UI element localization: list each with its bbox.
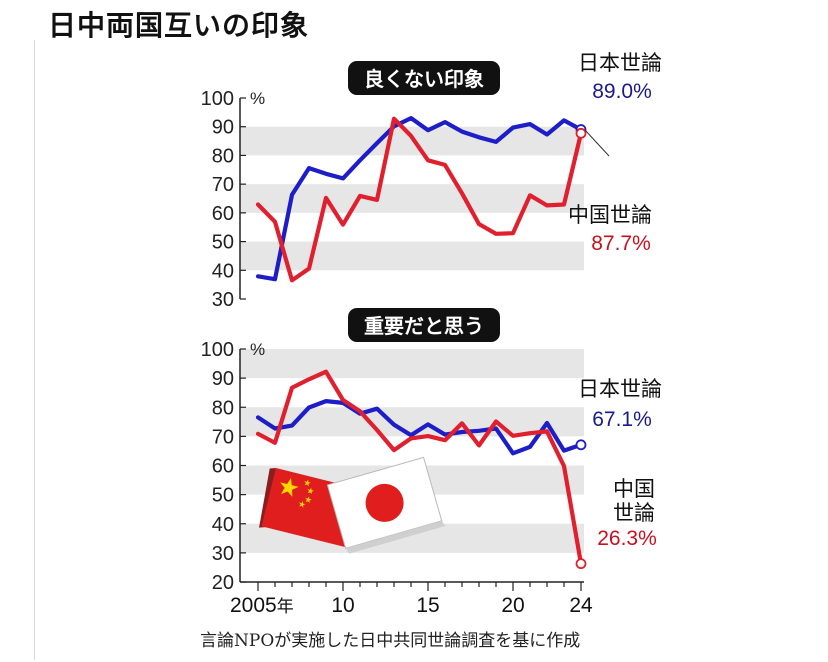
small-star-icon: [305, 496, 312, 503]
series-label-japan: 日本世論: [578, 51, 662, 75]
y-tick-label: 40: [212, 260, 234, 282]
x-tick-label: 20: [501, 594, 524, 617]
y-tick-label: 100: [201, 88, 234, 110]
endpoint-marker-china: [575, 558, 587, 570]
y-tick-label: 80: [212, 397, 234, 419]
small-star-icon: [304, 479, 311, 487]
x-tick-label: 10: [331, 594, 354, 617]
japan-flag-sun: [365, 483, 404, 522]
series-line-china: [255, 369, 584, 566]
y-tick-label: 60: [212, 203, 234, 225]
y-tick-label: 50: [212, 485, 234, 507]
series-value-japan: 67.1%: [592, 408, 652, 431]
y-tick-label: 70: [212, 426, 234, 448]
x-tick-label: 2005年: [230, 594, 294, 617]
leader-line: [584, 129, 610, 157]
series-line-japan: [255, 115, 584, 282]
y-tick-label: 70: [212, 174, 234, 196]
page-title: 日中両国互いの印象: [48, 9, 310, 42]
endpoint-marker-japan: [575, 439, 587, 451]
chart-title: 良くない印象: [364, 67, 484, 91]
small-star-icon: [307, 487, 314, 495]
series-label-china-line1: 中国: [613, 477, 655, 501]
series-label-china-line2: 世論: [613, 501, 655, 525]
endpoint-marker-china: [575, 127, 587, 139]
series-label-japan: 日本世論: [578, 377, 662, 401]
y-tick-label: 60: [212, 456, 234, 478]
title-badge: [348, 308, 500, 342]
y-tick-label: 80: [212, 145, 234, 167]
grid-band: [240, 349, 584, 379]
x-tick-label: 24: [569, 594, 593, 617]
series-value-china: 26.3%: [597, 527, 657, 550]
y-unit-label: %: [250, 340, 265, 359]
x-tick-label: 15: [416, 594, 439, 617]
series-line-china: [255, 116, 584, 283]
large-star-icon: [280, 477, 299, 497]
y-unit-label: %: [250, 89, 265, 108]
chart-1: 30 40 50 60 70 80 90 100 % 良くない印象: [201, 61, 587, 311]
y-tick-label: 50: [212, 232, 234, 254]
y-tick-label: 40: [212, 514, 234, 536]
y-tick-label: 30: [212, 289, 234, 311]
small-star-icon: [299, 500, 306, 508]
y-tick-label: 90: [212, 117, 234, 139]
series-label-china: 中国世論: [568, 203, 652, 227]
china-flag-edge: [259, 468, 276, 528]
source-note: 言論NPOが実施した日中共同世論調査を基に作成: [200, 631, 581, 651]
title-badge: [348, 61, 500, 95]
chart-title: 重要だと思う: [364, 314, 484, 338]
series-value-china: 87.7%: [591, 232, 651, 255]
y-tick-label: 30: [212, 543, 234, 565]
japan-flag-edge: [345, 520, 446, 554]
japan-flag-group: [326, 456, 446, 554]
x-axis: 2005年 10 15 20 24: [230, 581, 593, 617]
grid-band: [240, 241, 584, 271]
series-line-japan: [255, 399, 584, 456]
flags-illustration: [259, 456, 446, 554]
y-tick-label: 90: [212, 368, 234, 390]
left-divider: [34, 40, 35, 660]
grid-band: [240, 126, 584, 156]
y-tick-label: 100: [201, 339, 234, 361]
chart-2: 20 30 40 50 60 70 80 90 100 % 重要だと思う: [201, 308, 587, 594]
y-tick-label: 20: [212, 572, 234, 594]
series-value-japan: 89.0%: [592, 80, 652, 103]
